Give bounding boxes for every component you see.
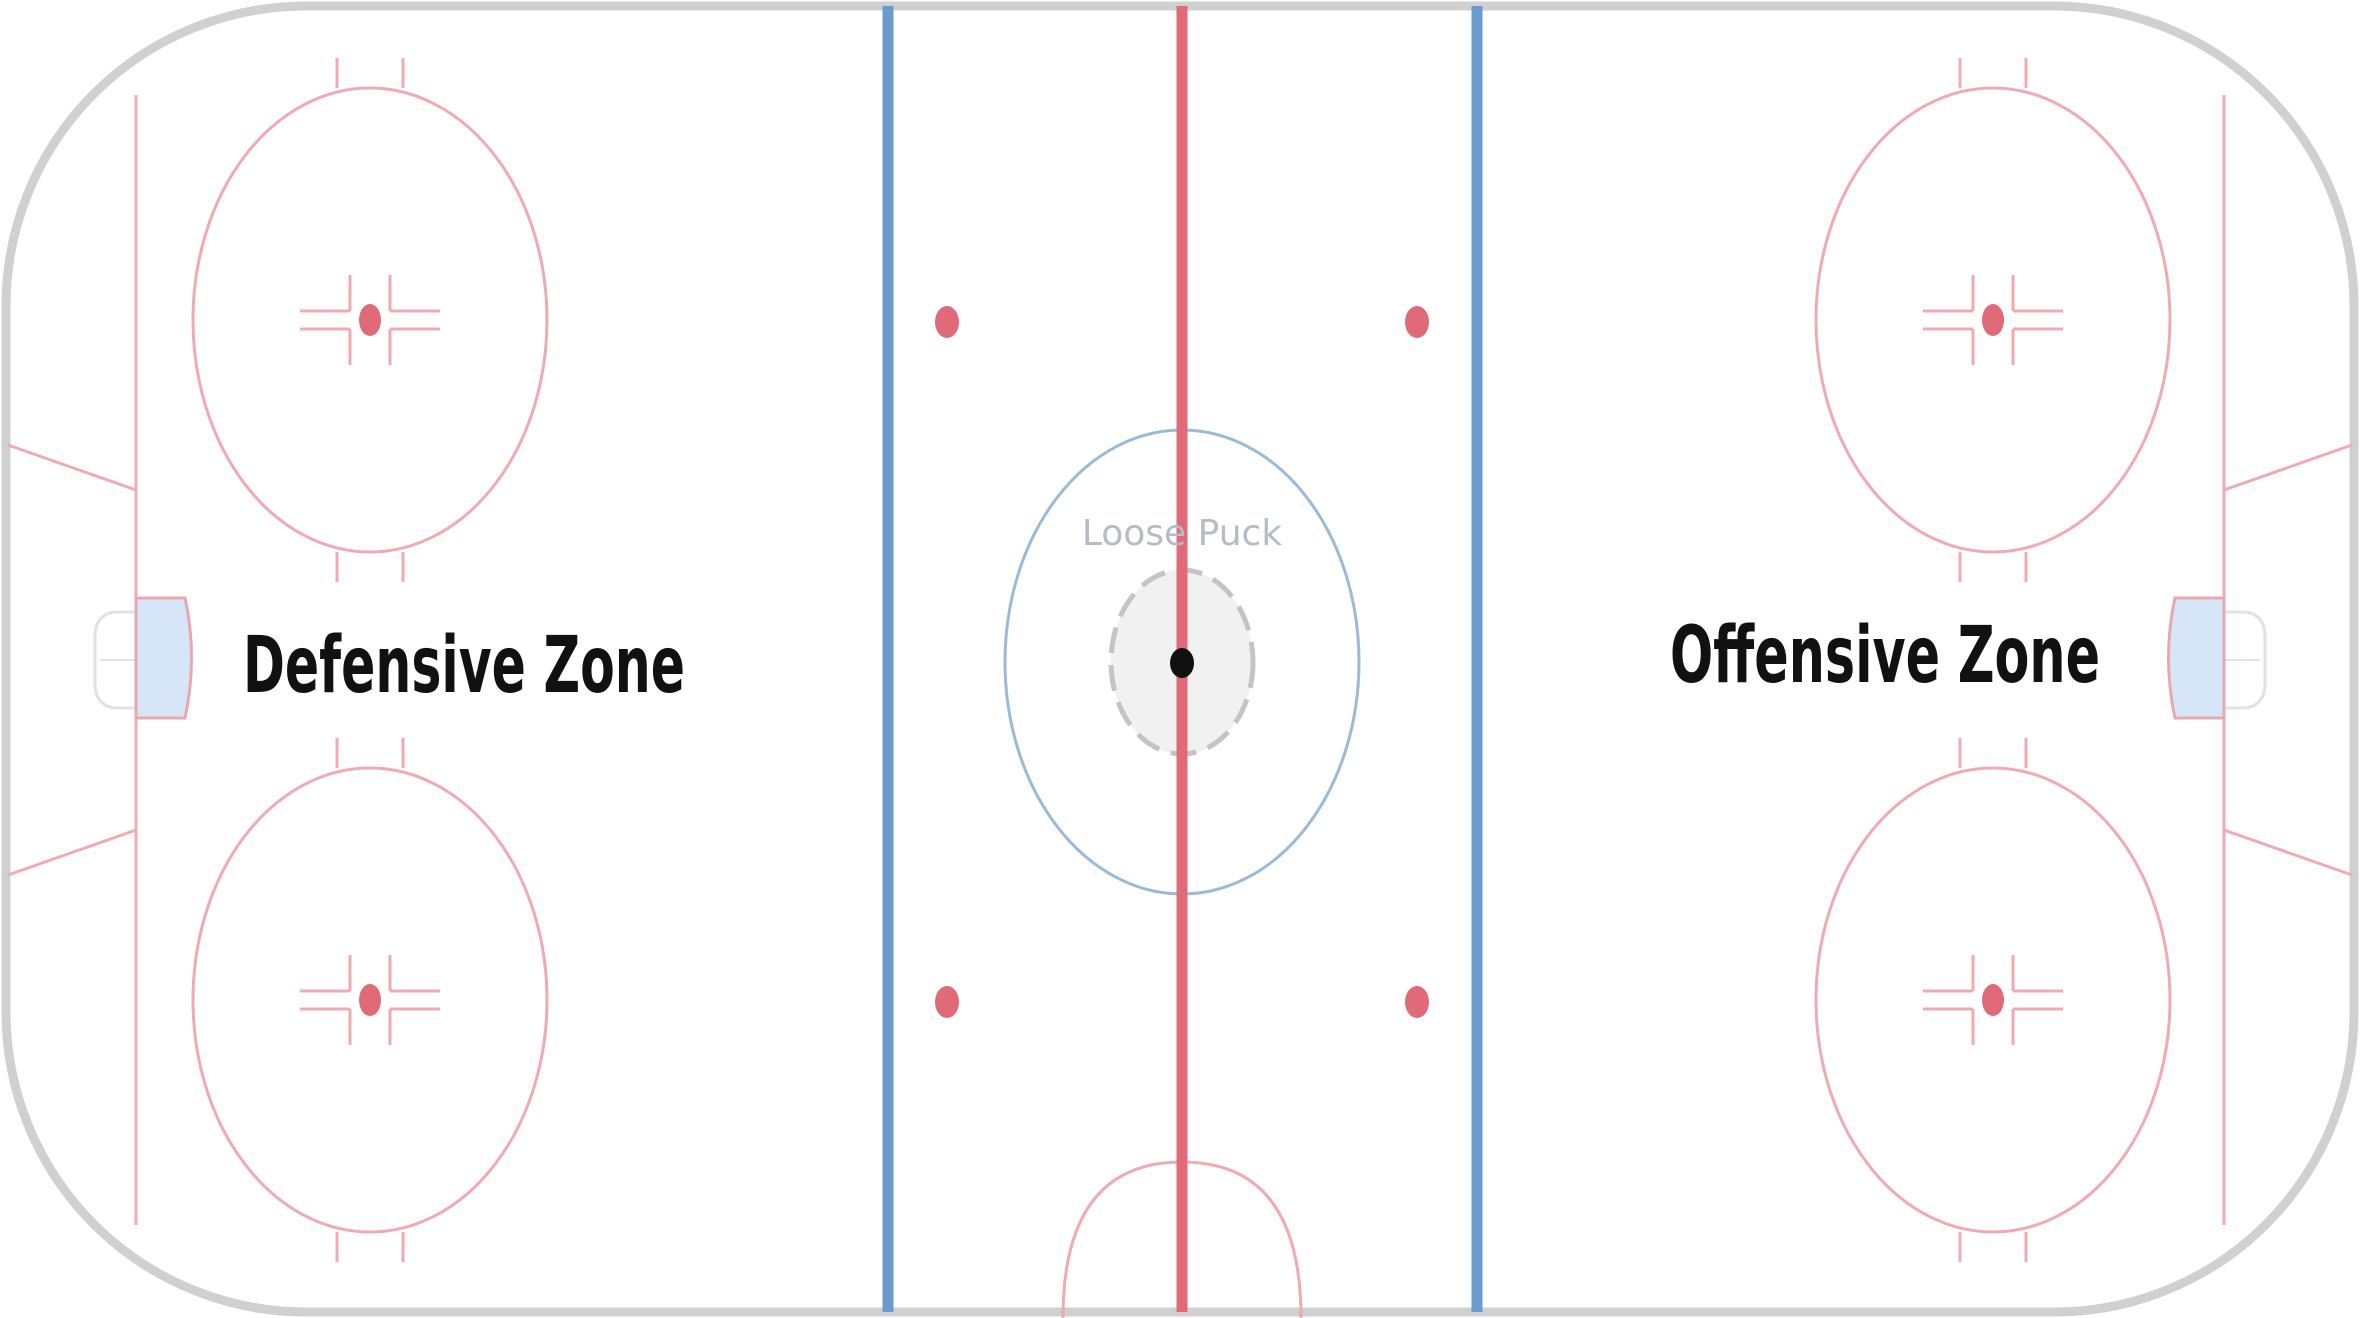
neutral-spot-right-bottom xyxy=(1405,986,1429,1018)
left-trapezoid xyxy=(7,443,137,877)
faceoff-spot xyxy=(359,984,381,1016)
offensive-zone-label: Offensive Zone xyxy=(1670,611,2100,701)
left-net xyxy=(93,610,136,710)
neutral-spot-left-top xyxy=(935,306,959,338)
faceoff-circle-offensive-top xyxy=(1814,58,2172,582)
loose-puck-label: Loose Puck xyxy=(1082,513,1283,554)
neutral-spot-left-bottom xyxy=(935,986,959,1018)
faceoff-circle-defensive-bottom xyxy=(191,738,549,1262)
right-net xyxy=(2224,610,2267,710)
faceoff-circle-offensive-bottom xyxy=(1814,738,2172,1262)
faceoff-spot xyxy=(1982,984,2004,1016)
faceoff-circle-defensive-top xyxy=(191,58,549,582)
neutral-spot-right-top xyxy=(1405,306,1429,338)
right-goal-crease xyxy=(2167,596,2226,720)
defensive-zone-label: Defensive Zone xyxy=(243,621,685,711)
hockey-puck-icon xyxy=(1170,648,1194,678)
faceoff-spot xyxy=(359,304,381,336)
faceoff-spot xyxy=(1982,304,2004,336)
left-goal-crease xyxy=(134,596,193,720)
right-trapezoid xyxy=(2223,443,2353,877)
